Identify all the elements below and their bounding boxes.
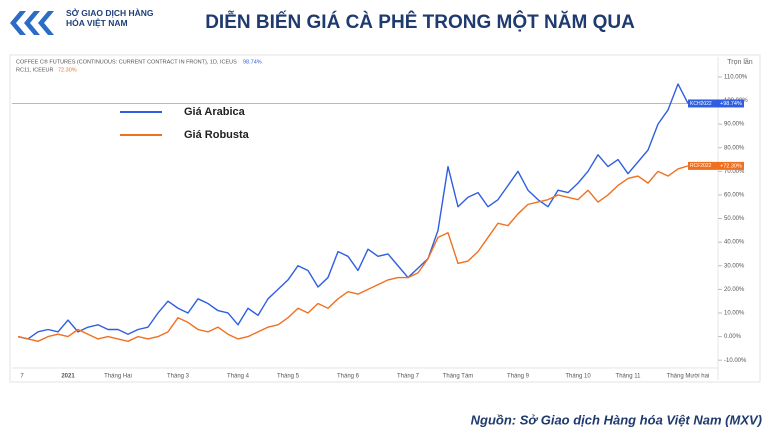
chart-title: DIỄN BIẾN GIÁ CÀ PHÊ TRONG MỘT NĂM QUA: [205, 11, 635, 33]
x-tick-label: Tháng Tám: [443, 374, 474, 380]
logo-box: SỞ GIAO DỊCH HÀNG HÓA VIỆT NAM: [66, 8, 154, 28]
y-axis-label: Trọn lần: [727, 57, 753, 66]
x-tick-label: Tháng 4: [227, 374, 250, 380]
y-tick-label: 0.00%: [724, 334, 742, 340]
series-line: [17, 165, 689, 343]
x-tick-label: 7: [20, 374, 24, 380]
y-tick-label: -10.00%: [724, 358, 747, 364]
last-value-tag-name: KCH2022: [690, 101, 712, 107]
series-header: RC11, ICEEUR: [16, 67, 54, 73]
last-value-box: [718, 99, 744, 108]
x-tick-label: Tháng 11: [616, 374, 642, 380]
y-tick-label: 10.00%: [724, 311, 745, 317]
x-tick-label: Tháng 9: [507, 374, 530, 380]
x-tick-label: Tháng 3: [167, 374, 190, 380]
last-value-tag: [688, 99, 718, 108]
last-value-box: [718, 161, 744, 170]
logo-text: SỞ GIAO DỊCH HÀNG HÓA VIỆT NAM: [66, 8, 154, 28]
y-tick-label: 110.00%: [724, 74, 748, 80]
y-tick-label: 40.00%: [724, 240, 745, 246]
last-value-label: +98.74%: [720, 101, 742, 107]
x-tick-label: 2021: [61, 374, 75, 380]
legend-label: Giá Arabica: [184, 106, 246, 118]
x-tick-label: Tháng 5: [277, 374, 300, 380]
y-tick-label: 90.00%: [724, 122, 745, 128]
x-tick-label: Tháng Hai: [104, 374, 132, 380]
series-line: [17, 83, 689, 340]
logo-icon: [10, 11, 54, 35]
series-header-value: 72.30%: [58, 67, 77, 73]
y-tick-label: 60.00%: [724, 193, 745, 199]
source: Nguồn: Sở Giao dịch Hàng hóa Việt Nam (M…: [471, 412, 762, 427]
series-header: COFFEE C® FUTURES (CONTINUOUS: CURRENT C…: [16, 58, 237, 65]
x-tick-label: Tháng 7: [397, 374, 420, 380]
chart-panel: [9, 54, 761, 383]
last-value-tag: [688, 161, 718, 170]
x-tick-label: Tháng Mười hai: [667, 374, 710, 380]
last-value-label: +72.30%: [720, 163, 742, 169]
y-tick-label: 80.00%: [724, 145, 745, 151]
logo: SỞ GIAO DỊCH HÀNG HÓA VIỆT NAM: [8, 8, 154, 38]
legend-label: Giá Robusta: [184, 129, 250, 141]
last-value-tag-name: RCF2022: [690, 163, 712, 169]
y-tick-label: 20.00%: [724, 287, 745, 293]
y-tick-label: 50.00%: [724, 216, 745, 222]
series-header-value: 98.74%: [243, 59, 262, 65]
y-tick-label: 30.00%: [724, 263, 745, 269]
y-tick-label: 70.00%: [724, 169, 745, 175]
x-tick-label: Tháng 6: [337, 374, 360, 380]
x-tick-label: Tháng 10: [565, 374, 591, 380]
